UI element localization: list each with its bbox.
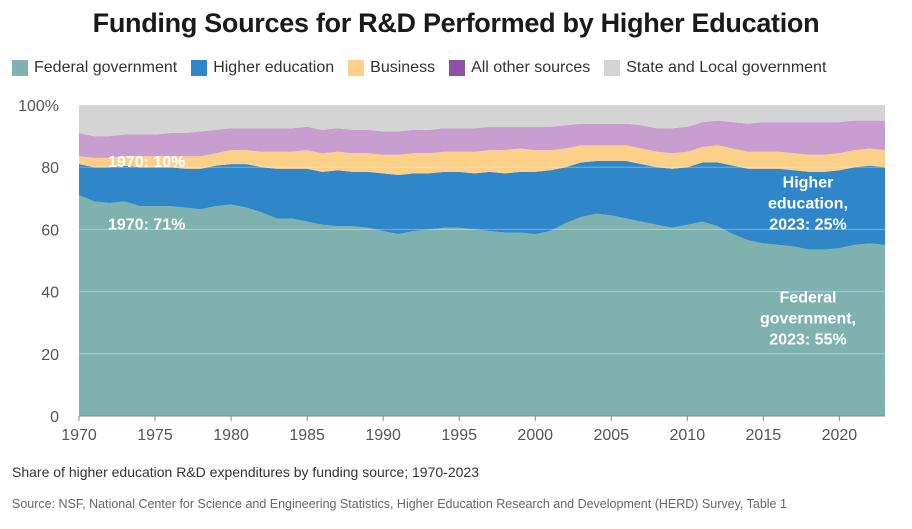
legend-item-other: All other sources xyxy=(449,59,590,77)
annotation-1: 1970: 71% xyxy=(108,216,185,233)
x-tick-label: 2005 xyxy=(593,427,629,444)
legend-label-federal: Federal government xyxy=(34,59,178,76)
y-tick-label: 0 xyxy=(50,409,59,426)
area-higher-education xyxy=(79,161,885,250)
legend-label-business: Business xyxy=(370,59,436,76)
annotation-3: Federal government, 2023: 55% xyxy=(760,290,856,349)
area-business xyxy=(79,145,885,175)
y-tick-label: 100% xyxy=(18,98,59,115)
area-federal-government xyxy=(79,195,885,416)
chart-title: Funding Sources for R&D Performed by Hig… xyxy=(92,8,820,38)
x-tick-label: 1995 xyxy=(441,427,477,444)
x-tick-label: 1975 xyxy=(137,427,173,444)
legend: Federal government Higher education Busi… xyxy=(12,59,826,77)
x-tick-label: 2000 xyxy=(517,427,553,444)
y-tick-label: 80 xyxy=(41,160,59,177)
legend-label-state-local: State and Local government xyxy=(626,59,827,76)
y-tick-label: 40 xyxy=(41,285,59,302)
legend-swatch-other xyxy=(449,60,466,76)
legend-swatch-business xyxy=(348,60,365,76)
legend-item-higher-education: Higher education xyxy=(191,59,334,77)
chart-area: 0 20 40 60 80 100% 1970 1975 1980 1985 1990 1995 200… xyxy=(18,98,885,444)
legend-label-other: All other sources xyxy=(471,59,591,76)
area-state-and-local-government xyxy=(79,105,885,137)
x-tick-label: 1970 xyxy=(61,427,97,444)
y-tick-label: 60 xyxy=(41,222,59,239)
x-tick-label: 2015 xyxy=(746,427,782,444)
annotation-2: Higher education, 2023: 25% xyxy=(768,175,848,234)
x-tick-label: 1980 xyxy=(213,427,249,444)
chart-subtitle: Share of higher education R&D expenditur… xyxy=(12,464,479,480)
legend-label-higher-education: Higher education xyxy=(213,59,335,76)
legend-swatch-higher-education xyxy=(191,60,208,76)
y-tick-label: 20 xyxy=(41,347,59,364)
x-tick-label: 2020 xyxy=(822,427,858,444)
x-tick-label: 1985 xyxy=(289,427,325,444)
legend-item-state-local: State and Local government xyxy=(604,59,826,77)
x-tick-label: 2010 xyxy=(670,427,706,444)
area-all-other-sources xyxy=(79,120,885,158)
annotation-0: 1970: 10% xyxy=(108,154,185,171)
legend-swatch-state-local xyxy=(604,60,621,76)
legend-item-business: Business xyxy=(348,59,435,77)
x-tick-label: 1990 xyxy=(365,427,401,444)
legend-swatch-federal xyxy=(12,60,28,76)
chart-source: Source: NSF, National Center for Science… xyxy=(12,497,787,511)
legend-item-federal: Federal government xyxy=(12,59,177,77)
